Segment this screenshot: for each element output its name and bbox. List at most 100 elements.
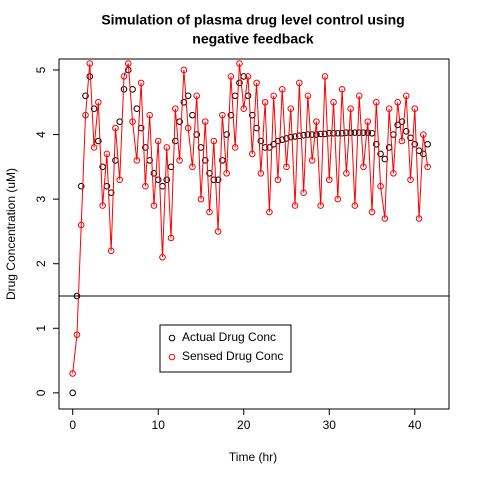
data-point <box>373 140 380 148</box>
data-point <box>385 105 393 113</box>
data-point <box>321 73 329 80</box>
data-point <box>82 111 89 119</box>
data-point <box>240 105 248 113</box>
y-tick-label: 1 <box>34 325 48 332</box>
y-tick-label: 2 <box>34 260 48 267</box>
data-point <box>201 157 209 164</box>
data-point <box>355 92 363 100</box>
data-point <box>133 157 141 164</box>
data-point <box>257 137 265 145</box>
data-point <box>270 92 277 100</box>
data-point <box>201 118 209 125</box>
x-tick-label: 40 <box>408 418 422 432</box>
data-point <box>338 129 346 137</box>
data-point <box>261 98 269 106</box>
data-point <box>283 135 290 142</box>
data-point <box>424 163 431 171</box>
data-point <box>334 195 342 203</box>
data-point <box>274 176 282 184</box>
x-tick-label: 20 <box>237 418 251 432</box>
data-point <box>317 202 325 209</box>
data-point <box>330 98 337 106</box>
data-point <box>330 129 337 137</box>
data-point <box>77 182 85 190</box>
data-point <box>146 111 153 119</box>
legend-box <box>159 324 292 373</box>
data-point <box>82 92 89 100</box>
data-point <box>368 208 376 216</box>
x-axis-label: Time (hr) <box>229 450 277 464</box>
data-point <box>338 86 346 93</box>
data-point <box>390 169 397 177</box>
data-point <box>69 389 76 397</box>
data-point <box>420 131 427 138</box>
data-point <box>381 215 389 222</box>
chart-title: Simulation of plasma drug level control … <box>101 12 404 28</box>
data-point <box>150 169 158 177</box>
data-point <box>377 182 384 190</box>
data-point <box>283 163 290 171</box>
data-point <box>90 144 98 151</box>
y-tick-label: 0 <box>34 389 48 396</box>
data-point <box>373 98 380 106</box>
data-point <box>86 73 94 80</box>
data-point <box>193 92 200 100</box>
data-point <box>407 176 414 184</box>
data-point <box>398 137 406 145</box>
data-point <box>347 105 354 113</box>
data-point <box>69 370 76 377</box>
data-point <box>214 228 222 235</box>
legend-label: Actual Drug Conc <box>182 330 276 344</box>
data-point <box>411 105 419 113</box>
data-point <box>95 98 102 106</box>
data-point <box>137 79 145 87</box>
data-point <box>308 157 316 164</box>
data-point <box>343 169 350 177</box>
x-tick-label: 30 <box>323 418 337 432</box>
data-point <box>248 150 256 158</box>
data-point <box>287 105 295 113</box>
data-point <box>377 150 384 158</box>
data-point <box>313 131 320 138</box>
data-point <box>150 202 158 209</box>
x-tick-label: 10 <box>152 418 166 432</box>
data-point <box>236 60 243 67</box>
data-point <box>257 169 265 177</box>
data-point <box>120 73 128 80</box>
data-point <box>223 169 230 177</box>
data-point <box>325 176 333 184</box>
legend-marker <box>168 334 176 342</box>
data-point <box>73 331 81 339</box>
data-point <box>296 132 303 140</box>
data-point <box>398 118 406 125</box>
data-point <box>172 105 179 113</box>
data-point <box>129 118 136 125</box>
y-tick-label: 3 <box>34 195 48 202</box>
y-tick-label: 4 <box>34 131 48 138</box>
data-point <box>236 79 243 87</box>
data-point <box>411 140 419 148</box>
data-point <box>163 176 171 184</box>
data-point <box>107 247 115 255</box>
data-point <box>163 144 171 151</box>
data-point <box>227 73 235 80</box>
data-point <box>355 129 363 136</box>
data-point <box>266 208 273 216</box>
data-point <box>99 202 106 209</box>
data-point <box>103 150 111 158</box>
data-point <box>278 86 286 93</box>
data-point <box>300 189 307 196</box>
data-point <box>180 66 188 74</box>
data-point <box>402 128 410 135</box>
data-point <box>206 208 213 216</box>
data-point <box>364 118 372 125</box>
data-point <box>244 73 252 80</box>
data-point <box>77 221 85 229</box>
data-point <box>197 195 205 203</box>
data-point <box>304 92 312 100</box>
data-point <box>184 124 192 132</box>
data-point <box>351 202 359 209</box>
data-point <box>142 182 149 190</box>
data-point <box>231 144 239 151</box>
